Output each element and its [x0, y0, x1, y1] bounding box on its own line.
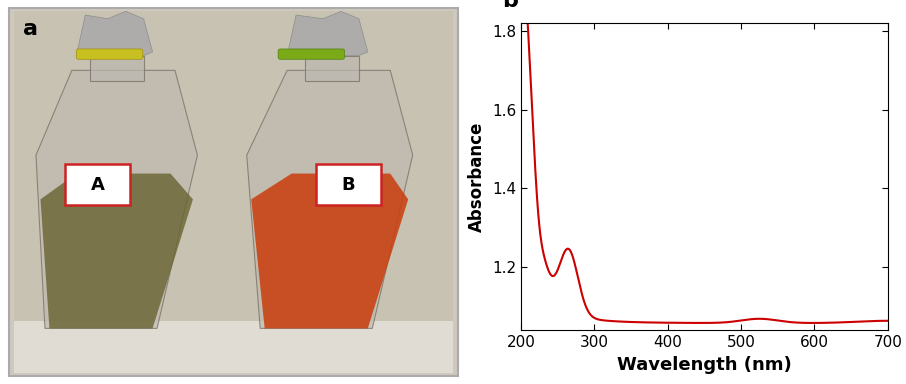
Bar [90, 56, 143, 81]
Bar [305, 56, 359, 81]
Polygon shape [36, 70, 198, 328]
Polygon shape [41, 174, 193, 328]
FancyBboxPatch shape [65, 164, 130, 205]
Polygon shape [246, 70, 413, 328]
Bar [14, 321, 453, 372]
Y-axis label: Absorbance: Absorbance [468, 121, 487, 232]
FancyBboxPatch shape [316, 164, 381, 205]
Polygon shape [76, 12, 152, 56]
Polygon shape [251, 174, 409, 328]
Text: a: a [23, 19, 37, 39]
Text: b: b [503, 0, 518, 11]
Text: B: B [342, 175, 355, 194]
Polygon shape [287, 12, 368, 56]
Text: A: A [91, 175, 104, 194]
X-axis label: Wavelength (nm): Wavelength (nm) [617, 356, 792, 374]
FancyBboxPatch shape [278, 49, 344, 59]
Bar [14, 12, 453, 328]
FancyBboxPatch shape [76, 49, 143, 59]
